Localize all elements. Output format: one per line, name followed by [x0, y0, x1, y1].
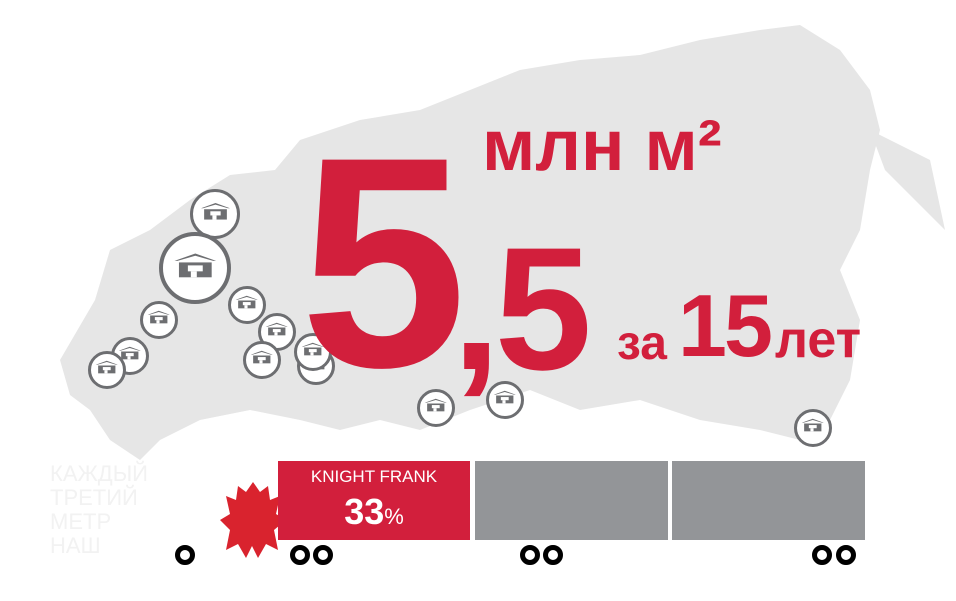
faint-caption: КАЖДЫЙ ТРЕТИЙ МЕТР НАШ — [50, 462, 148, 558]
warehouse-icon — [147, 310, 171, 329]
caption-line: КАЖДЫЙ — [50, 461, 148, 486]
warehouse-icon — [173, 252, 218, 284]
truck-segment-other-2 — [672, 461, 865, 540]
headline-integer: 5 — [300, 94, 467, 430]
warehouse-marker — [88, 351, 126, 389]
segment-unit: % — [384, 504, 404, 529]
warehouse-icon — [250, 350, 274, 369]
warehouse-marker — [159, 232, 231, 304]
warehouse-icon — [801, 418, 825, 437]
warehouse-icon — [493, 390, 517, 409]
wheel — [313, 545, 333, 565]
caption-line: ТРЕТИЙ — [50, 485, 138, 510]
truck-segment-other-1 — [475, 461, 668, 540]
warehouse-icon — [95, 360, 119, 379]
warehouse-marker — [486, 381, 524, 419]
warehouse-marker — [794, 409, 832, 447]
period-suffix: лет — [775, 311, 862, 369]
warehouse-marker — [258, 313, 296, 351]
caption-line: НАШ — [50, 533, 101, 558]
warehouse-marker — [417, 389, 455, 427]
wheel — [290, 545, 310, 565]
segment-value: 33 — [344, 491, 385, 532]
wheel — [543, 545, 563, 565]
warehouse-icon — [301, 342, 325, 361]
warehouse-marker — [140, 301, 178, 339]
warehouse-icon — [235, 295, 259, 314]
warehouse-icon — [424, 398, 448, 417]
warehouse-marker — [228, 286, 266, 324]
double-headed-eagle-icon — [220, 482, 286, 558]
warehouse-icon — [265, 322, 289, 341]
caption-line: МЕТР — [50, 509, 112, 534]
segment-label: KNIGHT FRANK — [310, 467, 438, 486]
warehouse-marker — [294, 333, 332, 371]
headline-unit: млн м² — [482, 106, 722, 186]
wheel — [836, 545, 856, 565]
truck-segment-knight-frank: KNIGHT FRANK 33% — [278, 461, 470, 540]
warehouse-icon — [118, 346, 142, 365]
wheel — [175, 545, 195, 565]
warehouse-marker — [243, 341, 281, 379]
wheel — [520, 545, 540, 565]
period-prefix: за — [617, 317, 667, 370]
headline-fraction: ,5 — [452, 212, 592, 407]
wheel — [812, 545, 832, 565]
period-number: 15 — [678, 276, 773, 375]
warehouse-icon — [200, 202, 231, 226]
